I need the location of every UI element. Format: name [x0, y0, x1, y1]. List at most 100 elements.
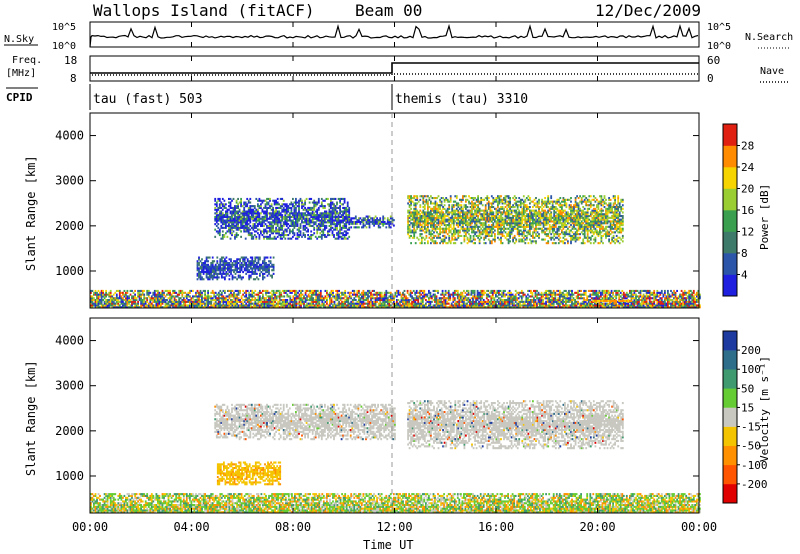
heatmap-cell: [238, 217, 241, 220]
heatmap-cell: [459, 211, 461, 214]
heatmap-cell: [556, 222, 559, 225]
heatmap-cell: [258, 205, 261, 208]
heatmap-cell: [577, 222, 580, 225]
heatmap-cell: [248, 302, 251, 305]
heatmap-cell: [606, 211, 609, 214]
heatmap-cell: [580, 225, 583, 228]
heatmap-cell: [281, 215, 284, 218]
heatmap-cell: [618, 202, 621, 205]
heatmap-cell: [205, 300, 208, 303]
heatmap-cell: [346, 210, 349, 213]
heatmap-cell: [227, 295, 229, 298]
heatmap-cell: [428, 197, 431, 200]
heatmap-cell: [328, 224, 331, 227]
heatmap-cell: [299, 234, 302, 237]
heatmap-cell: [310, 235, 313, 238]
heatmap-cell: [452, 218, 455, 221]
heatmap-cell: [557, 234, 560, 237]
heatmap-cell: [530, 227, 533, 230]
heatmap-cell: [324, 205, 326, 208]
heatmap-cell: [553, 229, 556, 232]
heatmap-cell: [189, 304, 191, 307]
heatmap-cell: [480, 233, 483, 236]
heatmap-cell: [187, 293, 190, 296]
heatmap-cell: [561, 200, 563, 203]
heatmap-cell: [249, 234, 252, 237]
heatmap-cell: [283, 295, 286, 298]
heatmap-cell: [298, 306, 301, 309]
heatmap-cell: [231, 299, 234, 302]
heatmap-cell: [434, 242, 437, 245]
heatmap-cell: [264, 235, 267, 238]
heatmap-cell: [241, 221, 244, 224]
heatmap-cell: [554, 236, 557, 239]
heatmap-cell: [521, 216, 524, 219]
heatmap-cell: [257, 295, 260, 298]
heatmap-cell: [559, 220, 562, 223]
heatmap-cell: [492, 225, 495, 228]
heatmap-cell: [230, 289, 232, 292]
heatmap-cell: [321, 300, 324, 303]
heatmap-cell: [230, 293, 232, 296]
heatmap-cell: [262, 293, 264, 296]
heatmap-cell: [596, 204, 598, 207]
heatmap-cell: [612, 197, 615, 200]
heatmap-cell: [275, 226, 277, 229]
heatmap-cell: [356, 219, 359, 222]
heatmap-cell: [326, 297, 328, 300]
heatmap-cell: [292, 289, 295, 292]
heatmap-cell: [275, 304, 278, 307]
heatmap-cell: [201, 293, 203, 296]
heatmap-cell: [548, 216, 551, 219]
heatmap-cell: [385, 226, 388, 229]
heatmap-cell: [556, 198, 559, 201]
heatmap-cell: [311, 208, 314, 211]
heatmap-cell: [319, 235, 322, 238]
heatmap-cell: [226, 224, 229, 227]
heatmap-cell: [411, 231, 414, 234]
heatmap-cell: [437, 234, 440, 237]
heatmap-cell: [267, 206, 270, 209]
heatmap-cell: [117, 304, 120, 307]
heatmap-cell: [128, 297, 130, 300]
heatmap-cell: [144, 306, 147, 309]
heatmap-cell: [425, 195, 428, 198]
heatmap-cell: [382, 217, 385, 220]
heatmap-cell: [303, 304, 305, 307]
heatmap-cell: [125, 306, 127, 309]
heatmap-cell: [440, 216, 443, 219]
heatmap-cell: [455, 231, 458, 234]
heatmap-cell: [295, 306, 298, 309]
heatmap-cell: [454, 236, 457, 239]
heatmap-cell: [179, 289, 182, 292]
heatmap-cell: [519, 222, 522, 225]
heatmap-cell: [577, 216, 580, 219]
heatmap-cell: [284, 203, 287, 206]
heatmap-cell: [620, 209, 623, 212]
heatmap-cell: [275, 297, 278, 300]
heatmap-cell: [330, 219, 332, 222]
heatmap-cell: [185, 297, 188, 300]
heatmap-cell: [316, 217, 319, 220]
heatmap-cell: [342, 237, 344, 240]
heatmap-cell: [241, 217, 244, 220]
heatmap-cell: [340, 237, 343, 240]
heatmap-cell: [522, 229, 525, 232]
heatmap-cell: [466, 222, 469, 225]
heatmap-cell: [535, 218, 537, 221]
heatmap-cell: [609, 202, 612, 205]
heatmap-cell: [576, 211, 578, 214]
heatmap-cell: [574, 216, 577, 219]
heatmap-cell: [243, 208, 246, 211]
heatmap-cell: [533, 227, 536, 230]
heatmap-cell: [296, 212, 299, 215]
heatmap-cell: [278, 302, 281, 305]
heatmap-cell: [320, 215, 323, 218]
heatmap-cell: [451, 207, 454, 210]
heatmap-cell: [495, 213, 498, 216]
heatmap-cell: [298, 199, 300, 202]
heatmap-cell: [365, 215, 368, 218]
heatmap-cell: [307, 210, 309, 213]
heatmap-cell: [592, 207, 595, 210]
heatmap-cell: [288, 212, 291, 215]
